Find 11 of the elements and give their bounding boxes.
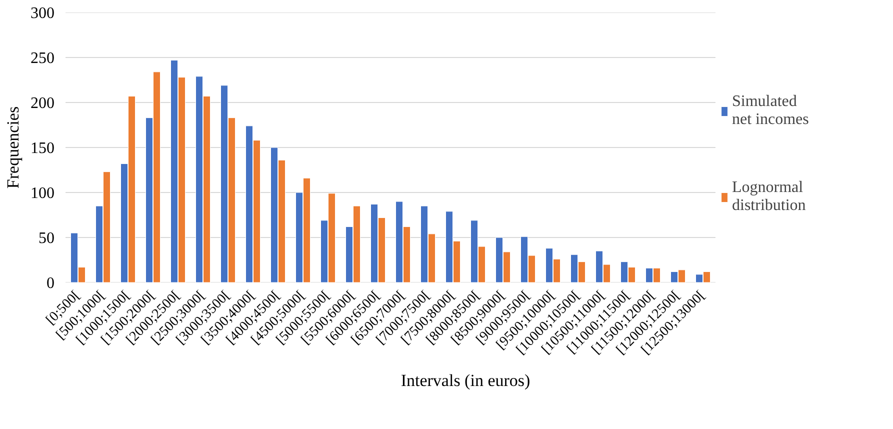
y-tick-label: 200 — [30, 95, 54, 112]
y-tick-label: 50 — [38, 230, 54, 247]
y-tick-label: 300 — [30, 5, 54, 22]
legend-label: Simulated net incomes — [732, 92, 809, 128]
y-axis-title: Frequencies — [4, 106, 22, 189]
y-tick-label: 100 — [30, 185, 54, 202]
y-tick-label: 150 — [30, 140, 54, 157]
y-tick-label: 250 — [30, 50, 54, 67]
x-axis-title: Intervals (in euros) — [400, 370, 530, 390]
legend-label: Lognormal distribution — [732, 178, 806, 214]
y-tick-label: 0 — [46, 275, 54, 292]
